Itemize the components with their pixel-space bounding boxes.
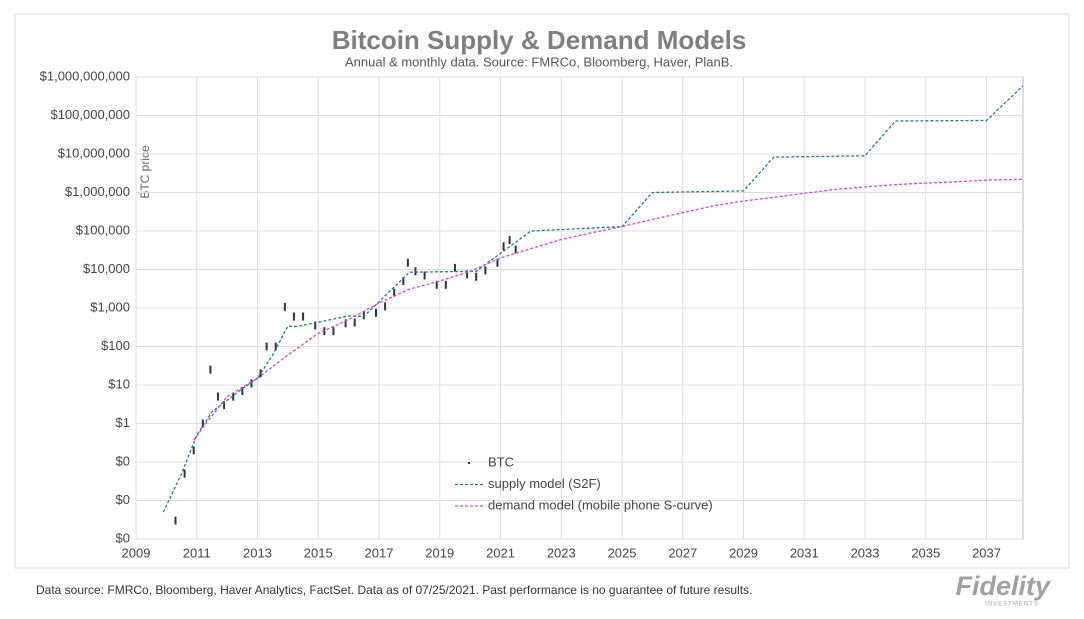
logo: Fidelity [955, 571, 1051, 601]
x-tick-label: 2029 [729, 545, 758, 560]
model-line [162, 85, 1024, 513]
x-tick-label: 2031 [790, 545, 819, 560]
chart-title: Bitcoin Supply & Demand Models [332, 25, 747, 55]
legend-label: supply model (S2F) [488, 476, 601, 491]
btc-bar [435, 280, 438, 289]
y-tick-label: $0 [116, 530, 130, 545]
x-tick-label: 2013 [243, 545, 272, 560]
y-tick-label: $100 [101, 338, 130, 353]
btc-bar [508, 236, 511, 245]
btc-bar [514, 245, 517, 254]
model-line [193, 178, 1024, 441]
y-tick-label: $1,000,000 [65, 184, 130, 199]
btc-bar [332, 327, 335, 336]
btc-bar [453, 263, 456, 272]
btc-bar [292, 312, 295, 321]
btc-bar [174, 516, 177, 525]
footer-note: Data source: FMRCo, Bloomberg, Haver Ana… [36, 583, 752, 597]
btc-bar [217, 392, 220, 401]
btc-bar [314, 321, 317, 330]
y-tick-label: $0 [116, 453, 130, 468]
btc-bar [183, 469, 186, 478]
btc-bar [444, 280, 447, 289]
x-tick-label: 2017 [365, 545, 394, 560]
x-tick-label: 2027 [668, 545, 697, 560]
y-tick-label: $10 [108, 376, 130, 391]
chart-subtitle: Annual & monthly data. Source: FMRCo, Bl… [345, 54, 733, 69]
x-tick-label: 2009 [122, 545, 151, 560]
btc-bar [393, 288, 396, 297]
btc-bar [241, 386, 244, 395]
y-tick-label: $10,000,000 [58, 145, 130, 160]
btc-bar [466, 270, 469, 279]
x-tick-label: 2015 [304, 545, 333, 560]
btc-bar [250, 379, 253, 388]
btc-bar [223, 401, 226, 410]
btc-bar [209, 365, 212, 374]
legend-label: demand model (mobile phone S-curve) [488, 497, 713, 512]
legend-label: BTC [488, 454, 514, 469]
btc-bar [423, 271, 426, 280]
btc-bar [496, 258, 499, 267]
btc-bar [484, 266, 487, 275]
btc-bar [362, 311, 365, 320]
legend-symbol [468, 462, 470, 464]
btc-bar [283, 302, 286, 311]
btc-bar [302, 312, 305, 321]
y-axis-label: BTC price [138, 145, 152, 199]
x-tick-label: 2025 [608, 545, 637, 560]
y-tick-label: $0 [116, 492, 130, 507]
y-tick-label: $1 [116, 415, 130, 430]
btc-bar [414, 267, 417, 276]
logo-sub: INVESTMENTS [985, 602, 1039, 608]
x-tick-label: 2023 [547, 545, 576, 560]
x-tick-label: 2033 [851, 545, 880, 560]
chart-frame [14, 13, 1070, 569]
btc-bar [344, 319, 347, 328]
btc-bar [406, 258, 409, 267]
btc-bar [232, 392, 235, 401]
btc-bar [353, 318, 356, 327]
btc-bar [402, 277, 405, 286]
btc-bar [201, 419, 204, 428]
btc-bar [384, 302, 387, 311]
y-tick-label: $1,000,000,000 [40, 68, 130, 83]
btc-bar [374, 308, 377, 317]
x-tick-label: 2019 [425, 545, 454, 560]
btc-bar [502, 242, 505, 251]
x-tick-label: 2011 [183, 545, 211, 560]
y-tick-label: $10,000 [83, 261, 130, 276]
btc-bar [259, 369, 262, 378]
btc-bar [274, 342, 277, 351]
y-tick-label: $100,000,000 [50, 107, 130, 122]
x-tick-label: 2035 [911, 545, 940, 560]
btc-bar [192, 446, 195, 455]
y-tick-label: $100,000 [76, 222, 130, 237]
x-tick-label: 2037 [972, 545, 1001, 560]
btc-bar [475, 272, 478, 281]
x-tick-label: 2021 [486, 545, 515, 560]
y-tick-label: $1,000 [90, 299, 130, 314]
btc-bar [265, 342, 268, 351]
